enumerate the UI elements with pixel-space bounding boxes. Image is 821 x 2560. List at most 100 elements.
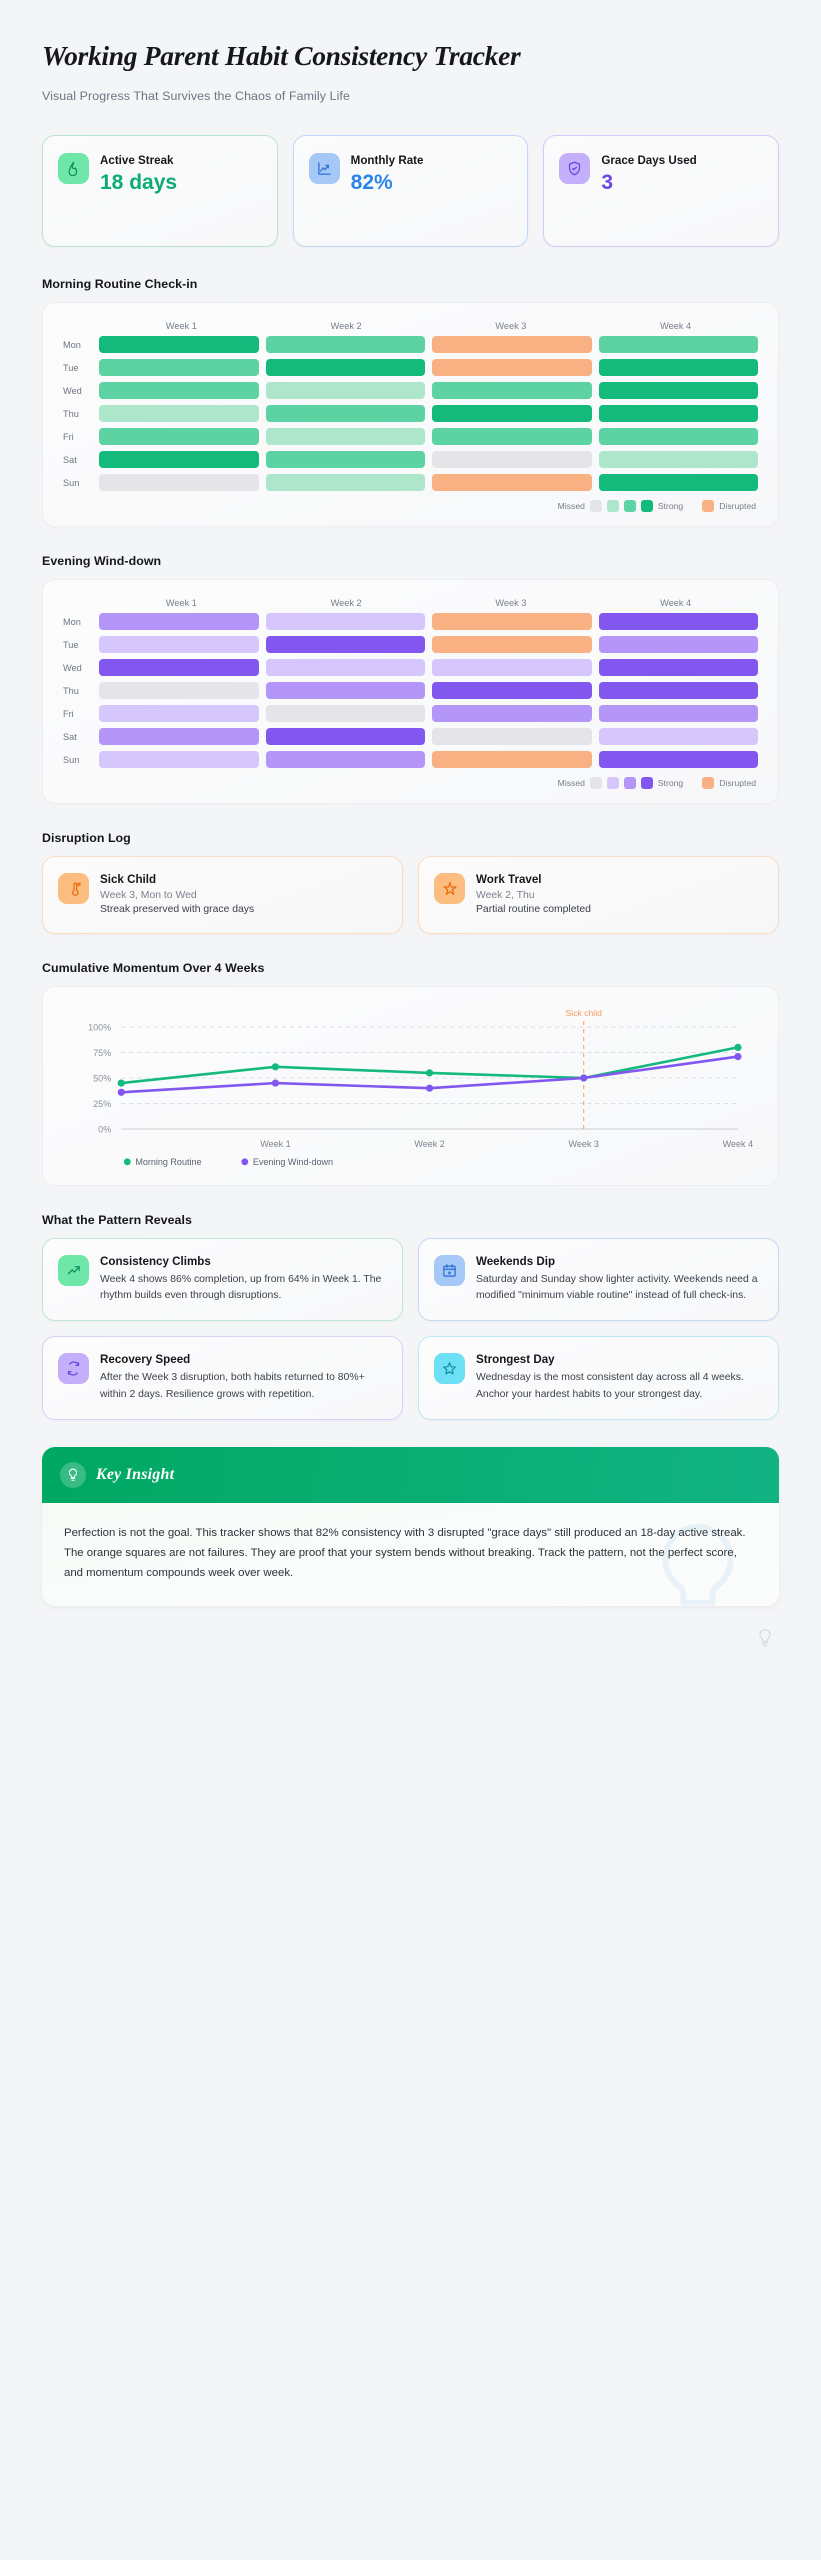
heatmap-cell[interactable]	[265, 613, 425, 630]
stat-label: Monthly Rate	[350, 154, 424, 167]
chart-data-point[interactable]	[271, 1079, 280, 1087]
stat-card-monthly-rate[interactable]: Monthly Rate 82%	[292, 135, 529, 247]
heatmap-day-label: Mon	[63, 339, 81, 350]
heatmap-cell[interactable]	[432, 382, 592, 399]
heatmap-cells	[99, 451, 758, 468]
disruption-card-sick-child[interactable]: Sick Child Week 3, Mon to Wed Streak pre…	[42, 856, 403, 935]
heatmap-cell[interactable]	[598, 336, 758, 353]
heatmap-cell[interactable]	[99, 751, 259, 768]
disruption-body: Work Travel Week 2, Thu Partial routine …	[476, 873, 591, 917]
heatmap-cell[interactable]	[99, 659, 259, 676]
heatmap-cell[interactable]	[598, 613, 758, 630]
heatmap-cell[interactable]	[99, 428, 259, 445]
heatmap-cell[interactable]	[598, 705, 758, 722]
heatmap-cell[interactable]	[99, 636, 259, 653]
legend-swatch-disrupted	[702, 500, 715, 512]
pattern-card-recovery-speed[interactable]: Recovery Speed After the Week 3 disrupti…	[42, 1336, 403, 1420]
heatmap-cell[interactable]	[99, 474, 259, 491]
chart-data-point[interactable]	[734, 1053, 742, 1061]
chart-data-point[interactable]	[734, 1043, 742, 1052]
chart-data-point[interactable]	[580, 1074, 588, 1082]
chart-data-point[interactable]	[425, 1069, 434, 1077]
pattern-card-weekends-dip[interactable]: Weekends Dip Saturday and Sunday show li…	[418, 1238, 779, 1322]
legend-missed-label: Missed	[557, 778, 585, 788]
chart-data-point[interactable]	[425, 1084, 434, 1092]
heatmap-cell[interactable]	[598, 682, 758, 699]
heatmap-cell[interactable]	[99, 405, 259, 422]
heatmap-cell[interactable]	[432, 659, 592, 676]
heatmap-cell[interactable]	[598, 659, 758, 676]
heatmap-cell[interactable]	[265, 359, 425, 376]
heatmap-cell[interactable]	[432, 336, 592, 353]
heatmap-cell[interactable]	[265, 728, 425, 745]
heatmap-row: Sun	[63, 474, 758, 491]
heatmap-cell[interactable]	[265, 659, 425, 676]
heatmap-cell[interactable]	[99, 451, 259, 468]
chart-data-point[interactable]	[117, 1088, 125, 1096]
lightbulb-icon	[60, 1461, 86, 1488]
stat-label: Active Streak	[100, 154, 174, 167]
disruption-card-row: Sick Child Week 3, Mon to Wed Streak pre…	[42, 856, 779, 935]
disruption-card-work-travel[interactable]: Work Travel Week 2, Thu Partial routine …	[418, 856, 779, 935]
heatmap-cell[interactable]	[432, 613, 592, 630]
heatmap-cells	[99, 705, 758, 722]
legend-strong-label: Strong	[657, 501, 684, 511]
heatmap-cell[interactable]	[99, 728, 259, 745]
heatmap-cell[interactable]	[265, 405, 425, 422]
heatmap-cell[interactable]	[598, 428, 758, 445]
heatmap-cell[interactable]	[99, 382, 259, 399]
stat-card-active-streak[interactable]: Active Streak 18 days	[42, 135, 278, 247]
heatmap-cell[interactable]	[432, 705, 592, 722]
heatmap-cell[interactable]	[432, 359, 592, 376]
pattern-body: Weekends Dip Saturday and Sunday show li…	[476, 1255, 763, 1304]
heatmap-day-label: Wed	[63, 385, 82, 396]
heatmap-cell[interactable]	[432, 451, 592, 468]
heatmap-cell[interactable]	[265, 705, 425, 722]
heatmap-cell[interactable]	[598, 359, 758, 376]
trend-up-icon	[308, 153, 340, 184]
heatmap-cell[interactable]	[265, 336, 425, 353]
heatmap-cell[interactable]	[598, 382, 758, 399]
heatmap-cell[interactable]	[265, 428, 425, 445]
pattern-card-consistency-climbs[interactable]: Consistency Climbs Week 4 shows 86% comp…	[42, 1238, 403, 1322]
heatmap-cell[interactable]	[432, 751, 592, 768]
heatmap-cell[interactable]	[265, 451, 425, 468]
heatmap-cell[interactable]	[598, 751, 758, 768]
heatmap-day-label: Sun	[63, 754, 80, 765]
heatmap-cell[interactable]	[598, 728, 758, 745]
heatmap-cell[interactable]	[265, 751, 425, 768]
heatmap-cell[interactable]	[598, 451, 758, 468]
heatmap-cell[interactable]	[265, 382, 425, 399]
heatmap-cell[interactable]	[99, 336, 259, 353]
week-label: Week 4	[660, 321, 692, 331]
heatmap-cell[interactable]	[432, 405, 592, 422]
heatmap-cell[interactable]	[265, 682, 425, 699]
heatmap-cell[interactable]	[265, 474, 425, 491]
heatmap-row: Fri	[63, 428, 758, 445]
week-label: Week 2	[330, 321, 362, 331]
y-axis-tick-label: 100%	[88, 1023, 111, 1033]
heatmap-cell[interactable]	[598, 636, 758, 653]
heatmap-day-label: Thu	[63, 408, 79, 419]
heatmap-cell[interactable]	[99, 682, 259, 699]
heatmap-cell[interactable]	[265, 636, 425, 653]
heatmap-cell[interactable]	[432, 428, 592, 445]
chart-data-point[interactable]	[117, 1079, 125, 1087]
heatmap-cell[interactable]	[99, 613, 259, 630]
heatmap-cell[interactable]	[99, 359, 259, 376]
heatmap-day-label: Sat	[63, 454, 77, 465]
heatmap-cell[interactable]	[432, 682, 592, 699]
heatmap-cell[interactable]	[432, 474, 592, 491]
stat-card-grace-days[interactable]: Grace Days Used 3	[543, 135, 780, 247]
heatmap-row: Thu	[63, 682, 758, 699]
airplane-icon	[434, 873, 465, 904]
corner-spacer	[63, 321, 99, 331]
heatmap-cell[interactable]	[432, 728, 592, 745]
chart-data-point[interactable]	[271, 1063, 280, 1071]
heatmap-cell[interactable]	[598, 474, 758, 491]
heatmap-cell[interactable]	[99, 705, 259, 722]
heatmap-cell[interactable]	[432, 636, 592, 653]
pattern-card-strongest-day[interactable]: Strongest Day Wednesday is the most cons…	[418, 1336, 779, 1420]
heatmap-cell[interactable]	[598, 405, 758, 422]
legend-swatch-3	[640, 500, 653, 512]
